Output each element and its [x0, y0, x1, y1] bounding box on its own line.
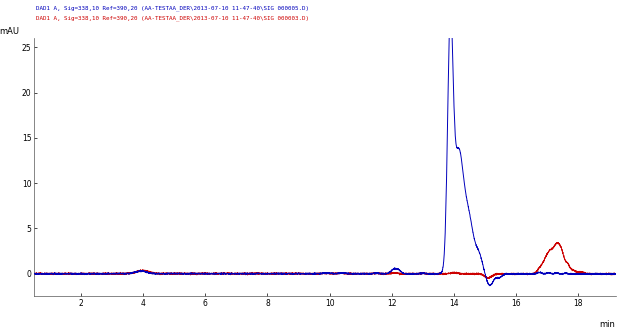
Text: DAD1 A, Sig=338,10 Ref=390,20 (AA-TESTAA_DER\2013-07-10 11-47-40\SIG 000005.D): DAD1 A, Sig=338,10 Ref=390,20 (AA-TESTAA… [36, 5, 309, 11]
Text: mAU: mAU [0, 27, 19, 36]
Text: min: min [600, 320, 616, 329]
Text: DAD1 A, Sig=338,10 Ref=390,20 (AA-TESTAA_DER\2013-07-10 11-47-40\SIG 000003.D): DAD1 A, Sig=338,10 Ref=390,20 (AA-TESTAA… [36, 15, 309, 21]
